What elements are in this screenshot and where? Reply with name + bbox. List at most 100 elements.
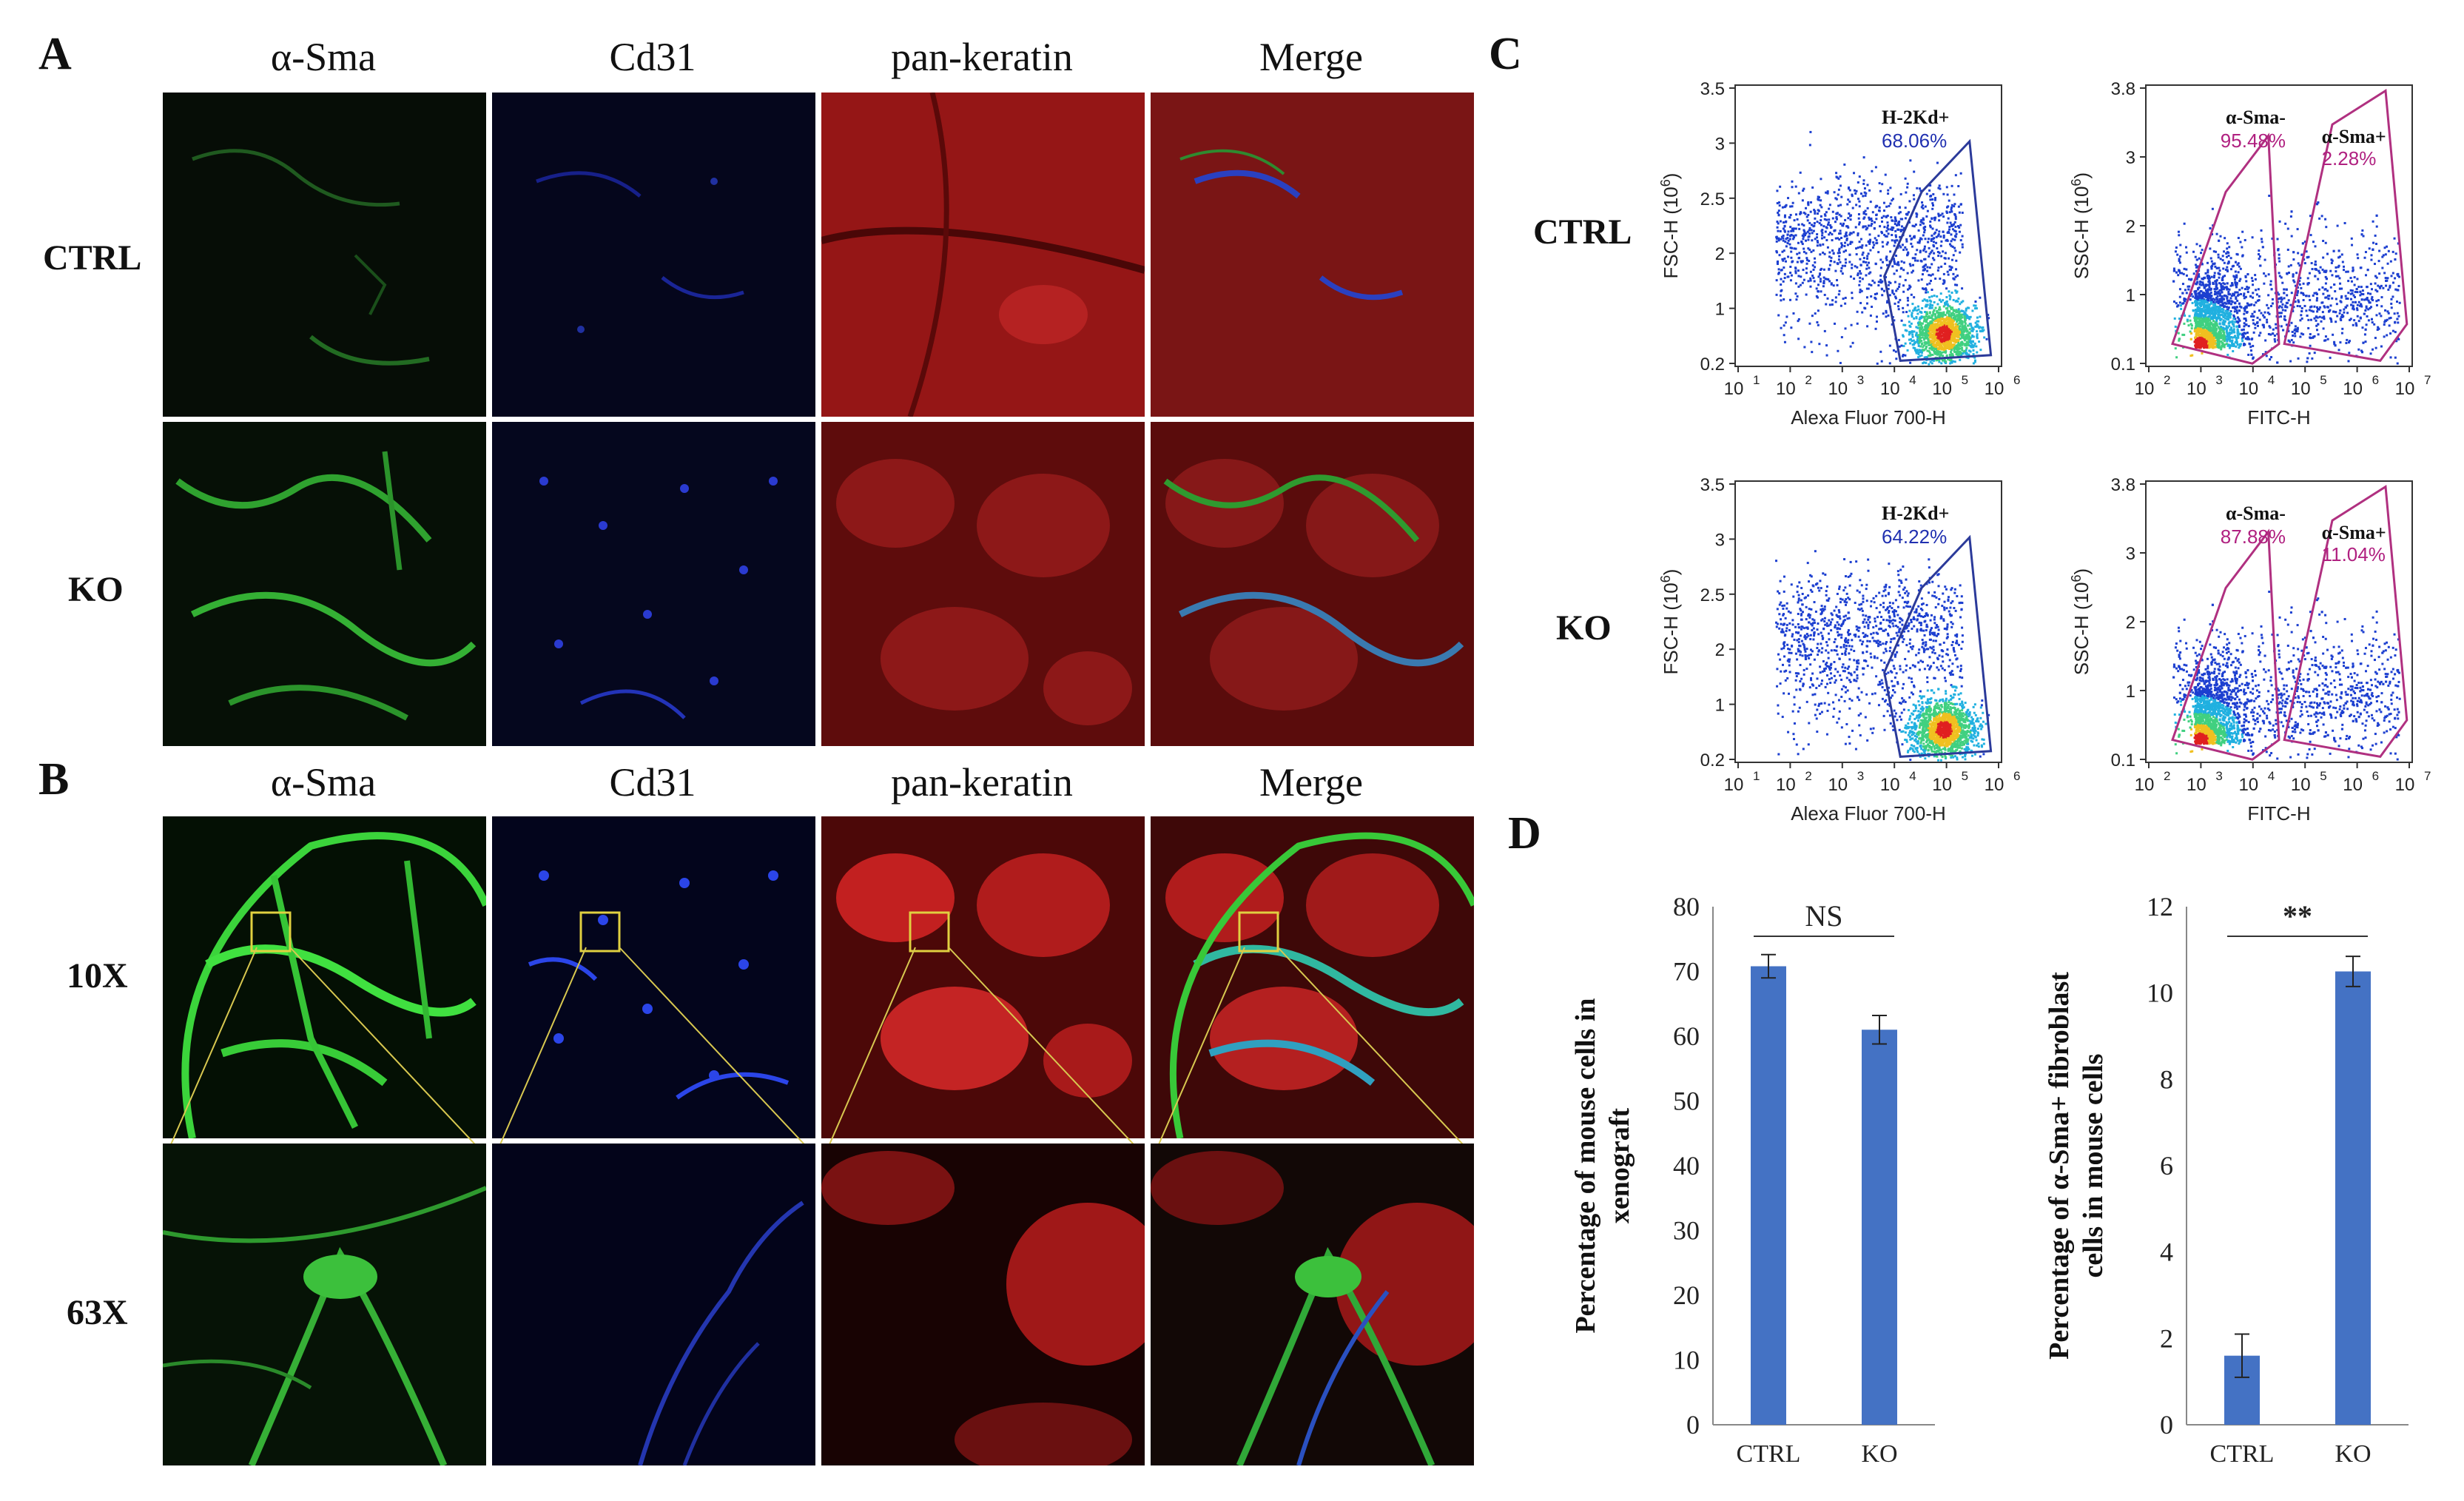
event-dot [2226,314,2229,317]
event-dot [1788,243,1791,246]
event-dot [1803,230,1806,233]
event-dot [1920,316,1923,319]
event-dot [2384,319,2387,322]
event-dot [1945,325,1948,328]
event-dot [2257,288,2260,291]
event-dot [1962,325,1965,328]
event-dot [2217,338,2220,340]
event-dot [2349,289,2352,292]
event-dot [1917,279,1920,282]
event-dot [2394,258,2397,261]
event-dot [1916,338,1919,341]
event-dot [2373,323,2376,326]
event-dot [1956,335,1959,338]
event-dot [1922,349,1925,352]
event-dot [1785,221,1788,224]
event-dot [1930,279,1933,282]
event-dot [2364,251,2367,254]
event-dot [1857,213,1860,216]
event-dot [1954,215,1957,218]
event-dot [1822,285,1825,288]
event-dot [1859,276,1862,279]
event-dot [2200,252,2203,255]
event-dot [1956,274,1959,277]
event-dot [1902,334,1905,337]
event-dot [1945,316,1948,319]
event-dot [1942,347,1945,350]
event-dot [1868,283,1871,286]
event-dot [2324,339,2327,342]
event-dot [2294,325,2297,328]
event-dot [1875,239,1878,242]
event-dot [1912,194,1915,197]
event-dot [1839,232,1842,235]
event-dot [1794,227,1797,230]
event-dot [2220,297,2223,300]
event-dot [1798,252,1801,255]
event-dot [2194,309,2197,312]
event-dot [1978,326,1981,329]
event-dot [2230,328,2233,331]
event-dot [1823,213,1826,216]
event-dot [1979,296,1982,299]
event-dot [2218,299,2221,302]
event-dot [1882,215,1885,218]
event-dot [1862,212,1865,215]
event-dot [1828,255,1831,258]
event-dot [2222,336,2225,339]
event-dot [2292,334,2295,337]
event-dot [1949,295,1952,298]
event-dot [1925,263,1928,266]
event-dot [1933,198,1936,201]
event-dot [2216,310,2219,313]
event-dot [2215,283,2218,286]
event-dot [2356,253,2359,256]
event-dot [1932,343,1935,346]
event-dot [1921,287,1924,290]
event-dot [1939,235,1942,238]
event-dot [2391,250,2394,253]
event-dot [1872,241,1875,244]
event-dot [2296,328,2299,331]
event-dot [2290,338,2293,341]
event-dot [1905,191,1908,194]
event-dot [2252,315,2255,318]
micrograph-a-ctrl-asma [163,93,486,417]
event-dot [1883,226,1886,229]
event-dot [2212,345,2215,348]
event-dot [1959,333,1962,336]
event-dot [1885,257,1888,260]
event-dot [1908,287,1911,290]
event-dot [1926,318,1929,320]
event-dot [1959,315,1962,318]
event-dot [1936,269,1939,272]
event-dot [1878,182,1881,185]
event-dot [2232,306,2235,309]
event-dot [1968,306,1970,309]
event-dot [2286,294,2289,297]
event-dot [2246,286,2249,289]
event-dot [1808,322,1811,325]
micrograph-b-10x-cd31 [492,816,815,1138]
event-dot [1852,231,1855,234]
event-dot [1933,323,1936,326]
event-dot [2322,256,2325,259]
event-dot [1937,266,1940,269]
event-dot [1962,342,1965,345]
event-dot [2202,304,2205,307]
event-dot [1934,315,1937,318]
event-dot [2201,336,2204,339]
event-dot [1893,319,1896,322]
event-dot [1940,346,1943,349]
event-dot [1930,326,1933,329]
event-dot [2205,292,2208,295]
event-dot [2227,261,2230,264]
event-dot [1810,201,1813,204]
event-dot [1859,288,1862,291]
event-dot [1816,212,1819,215]
event-dot [1948,315,1951,318]
event-dot [2221,310,2224,313]
event-dot [2358,304,2361,307]
event-dot [1929,224,1932,227]
event-dot [1950,351,1953,354]
